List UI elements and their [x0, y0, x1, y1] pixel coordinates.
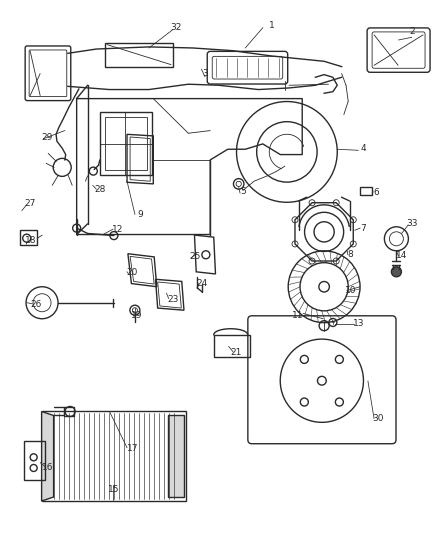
Text: 13: 13: [353, 319, 364, 328]
Text: 15: 15: [108, 485, 120, 494]
Text: 28: 28: [94, 185, 106, 193]
Text: 16: 16: [42, 464, 54, 472]
Bar: [168, 416, 184, 497]
Text: 20: 20: [127, 269, 138, 277]
Text: 19: 19: [131, 311, 142, 320]
Text: 30: 30: [372, 414, 383, 423]
Text: 21: 21: [231, 349, 242, 357]
Text: 24: 24: [197, 279, 208, 288]
Text: 7: 7: [360, 224, 367, 232]
Text: 6: 6: [374, 189, 380, 197]
Text: 1: 1: [268, 21, 275, 30]
Text: 9: 9: [137, 210, 143, 219]
Circle shape: [392, 267, 401, 277]
Text: 12: 12: [112, 225, 123, 233]
Bar: [214, 335, 250, 357]
Text: 11: 11: [292, 311, 304, 320]
Text: 17: 17: [127, 445, 138, 453]
Text: 25: 25: [189, 253, 201, 261]
Text: 32: 32: [170, 23, 182, 32]
Text: 27: 27: [24, 199, 35, 208]
Text: 4: 4: [361, 144, 366, 152]
Bar: [105, 117, 147, 170]
Bar: [100, 112, 152, 175]
Text: 33: 33: [406, 220, 417, 228]
Bar: [24, 441, 45, 480]
Text: 5: 5: [240, 188, 246, 196]
Text: 3: 3: [202, 69, 208, 78]
Bar: [64, 407, 74, 416]
Text: 26: 26: [30, 301, 42, 309]
Bar: [105, 43, 173, 67]
Bar: [20, 230, 37, 245]
Text: 18: 18: [25, 237, 36, 245]
Text: 8: 8: [347, 250, 353, 259]
Bar: [360, 187, 372, 195]
Bar: [42, 411, 186, 501]
Text: 23: 23: [167, 295, 179, 304]
Text: 10: 10: [345, 286, 356, 295]
Text: 14: 14: [396, 252, 408, 260]
Text: 29: 29: [42, 133, 53, 142]
Polygon shape: [42, 411, 53, 501]
Text: 2: 2: [409, 28, 414, 36]
